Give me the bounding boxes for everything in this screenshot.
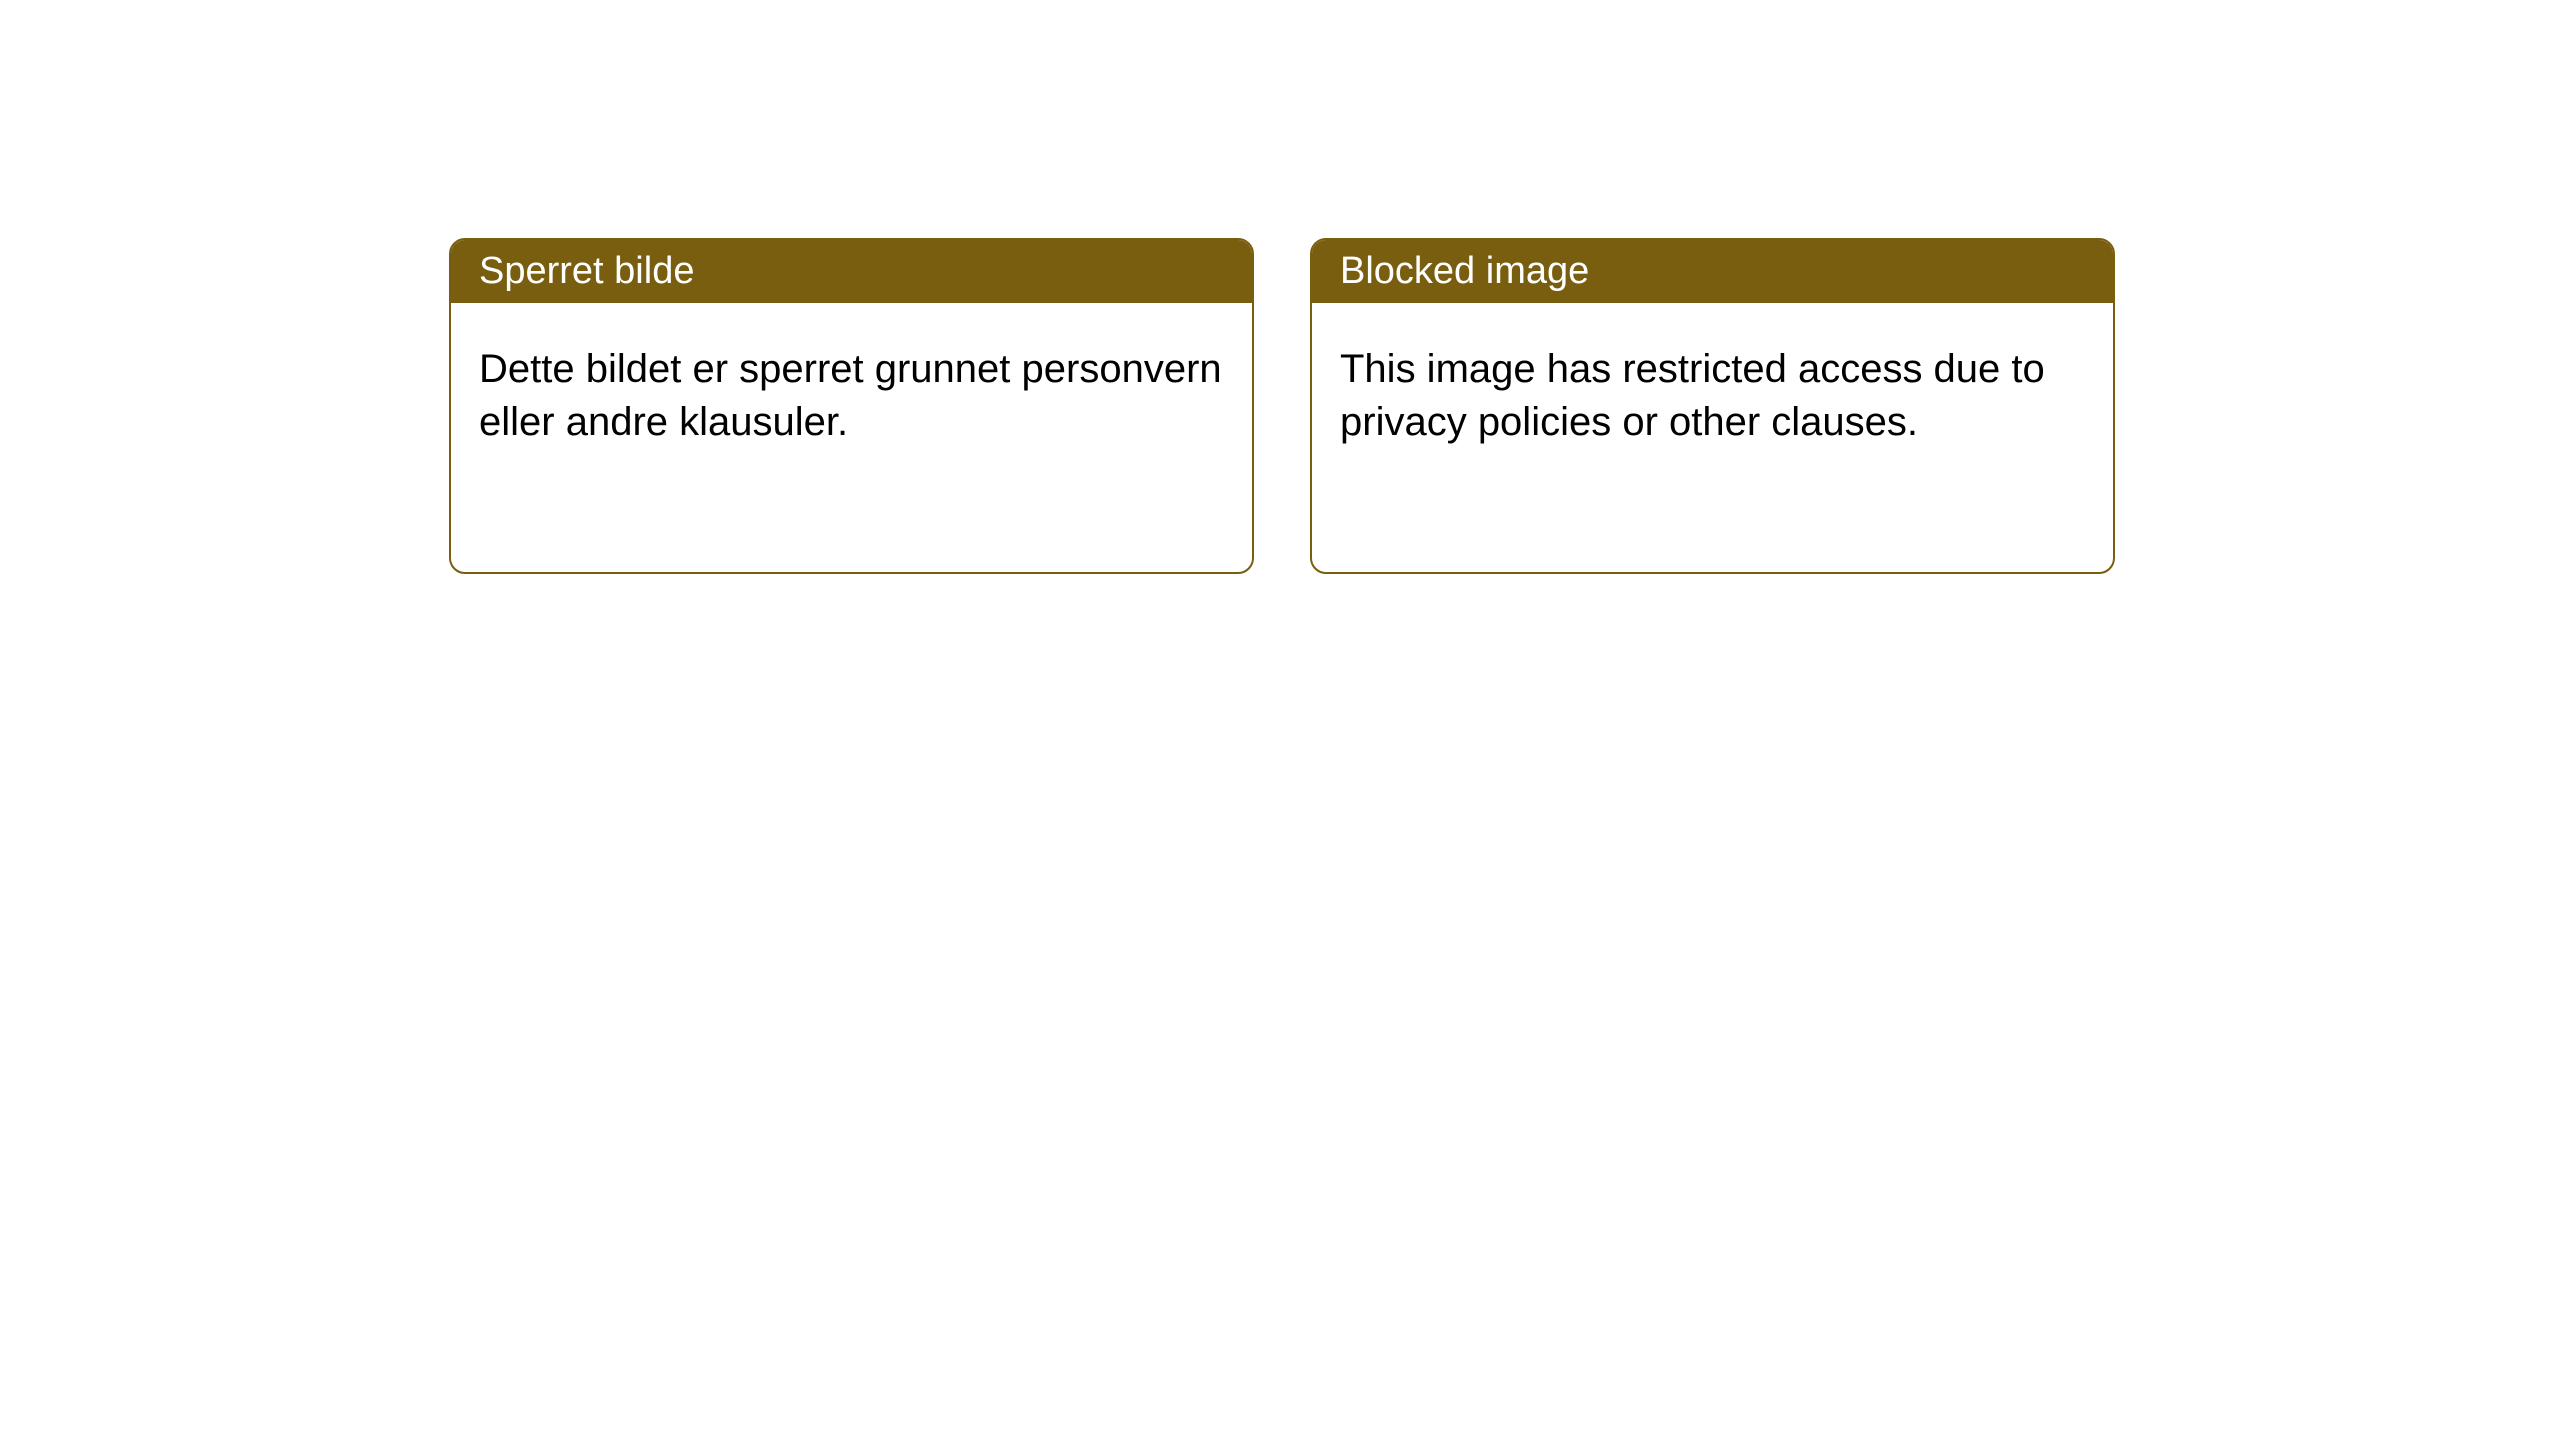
notice-container: Sperret bilde Dette bildet er sperret gr… (449, 238, 2115, 574)
card-header-norwegian: Sperret bilde (451, 240, 1252, 303)
card-header-english: Blocked image (1312, 240, 2113, 303)
blocked-image-card-english: Blocked image This image has restricted … (1310, 238, 2115, 574)
card-body-english: This image has restricted access due to … (1312, 303, 2113, 489)
card-body-norwegian: Dette bildet er sperret grunnet personve… (451, 303, 1252, 489)
blocked-image-card-norwegian: Sperret bilde Dette bildet er sperret gr… (449, 238, 1254, 574)
